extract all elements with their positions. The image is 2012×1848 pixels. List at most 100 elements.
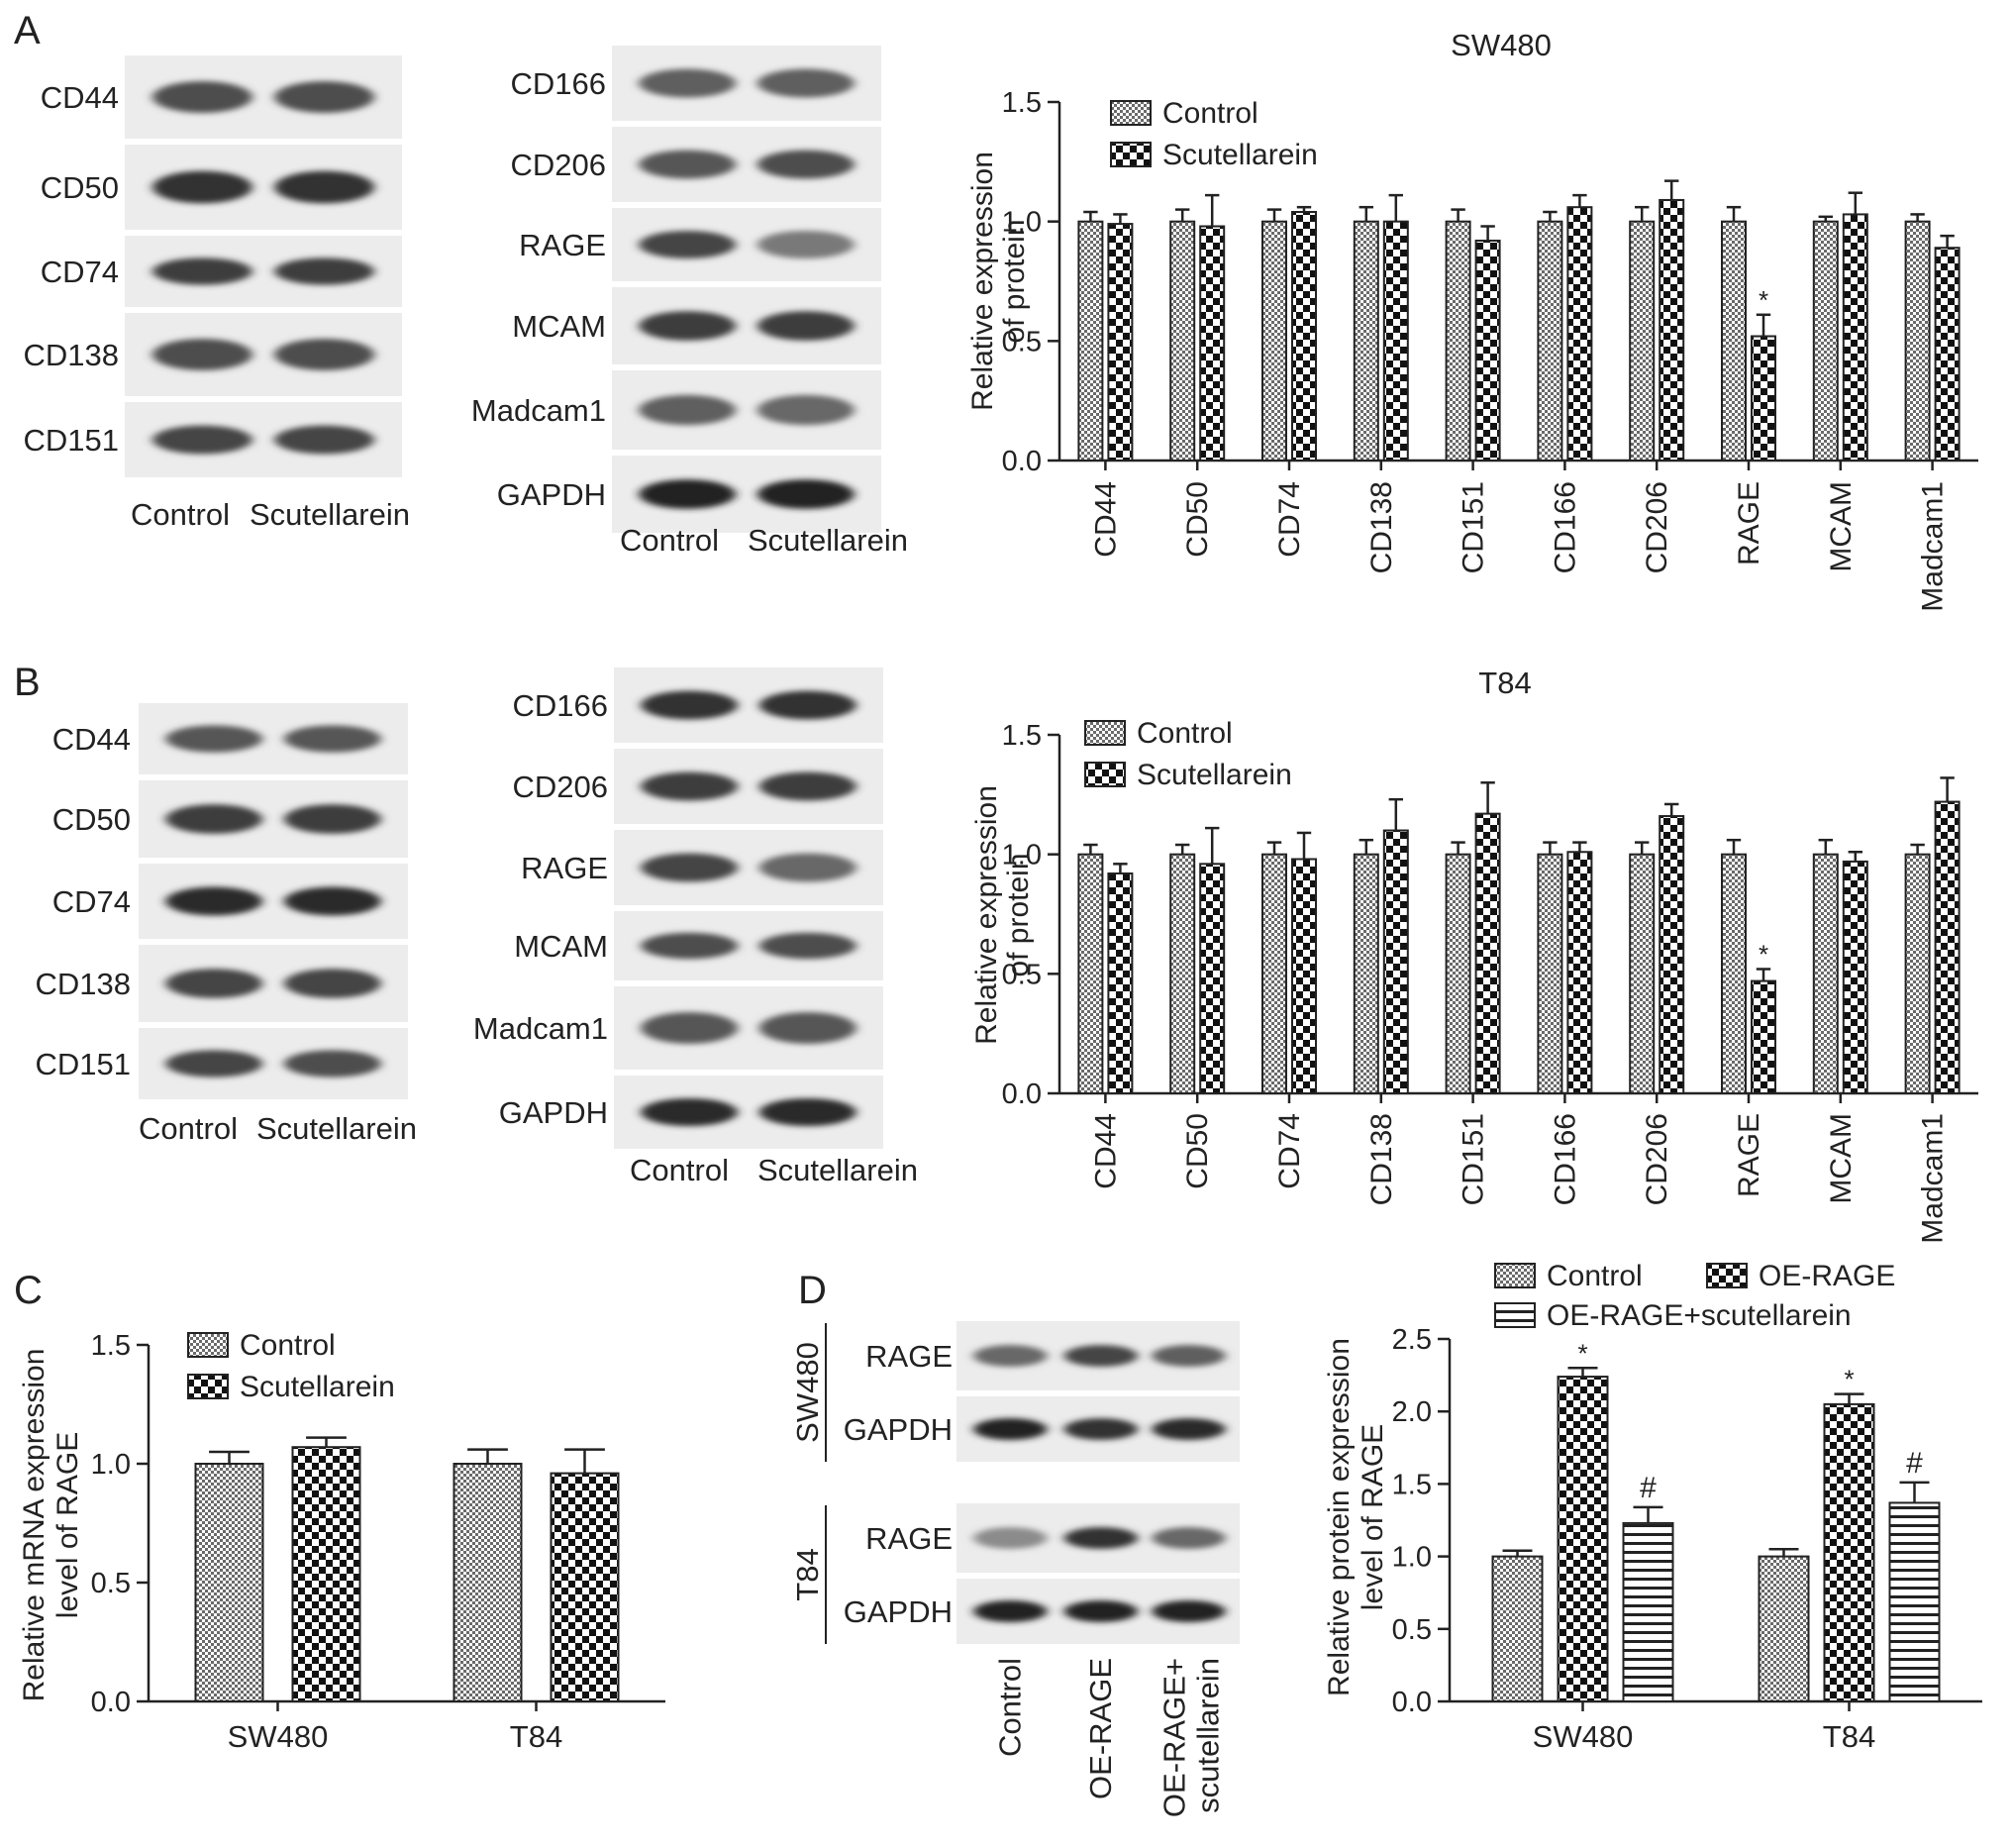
x-tick-label: CD74 xyxy=(1273,481,1306,558)
blot-band xyxy=(639,230,737,259)
blot-band xyxy=(639,311,737,341)
y-tick-label: 0.0 xyxy=(1392,1687,1432,1718)
y-axis-label: level of RAGE xyxy=(51,1432,84,1618)
blot-band xyxy=(973,1527,1048,1549)
blot-band xyxy=(165,886,263,916)
blot-band xyxy=(641,690,739,720)
panel-letter-c: C xyxy=(14,1269,43,1312)
blot-band xyxy=(973,1418,1048,1440)
blot-band-label: CD166 xyxy=(511,66,607,101)
legend-label: Scutellarein xyxy=(1137,759,1292,791)
bar xyxy=(1491,1555,1544,1702)
y-tick-label: 1.0 xyxy=(1002,840,1042,872)
bar xyxy=(1812,853,1839,1095)
bar xyxy=(1537,853,1563,1095)
blot-lane-label: Scutellarein xyxy=(748,523,908,558)
blot-band xyxy=(1063,1418,1139,1440)
panel-letter-a: A xyxy=(14,9,41,52)
bar xyxy=(1382,220,1409,462)
x-tick-label: RAGE xyxy=(1733,481,1765,565)
legend-swatch xyxy=(1706,1263,1748,1288)
y-axis-label: of protein xyxy=(998,219,1031,343)
bar xyxy=(1934,247,1961,462)
blot-band-label: RAGE xyxy=(521,851,608,885)
bar-chart-b: T84 0.0 0.5 1.0 1.5 Relative expression of pro… xyxy=(970,666,1978,1244)
blot-band xyxy=(274,170,374,204)
bar xyxy=(1758,1555,1810,1702)
blot-band xyxy=(1063,1600,1139,1622)
blot-band xyxy=(641,932,739,960)
bar xyxy=(1107,223,1134,462)
blot-band-label: GAPDH xyxy=(844,1594,953,1629)
bar xyxy=(1077,853,1104,1095)
blot-band-label: RAGE xyxy=(519,228,606,262)
legend-label: Control xyxy=(1162,97,1258,130)
blot-band-label: RAGE xyxy=(865,1521,953,1556)
blot-band xyxy=(639,394,737,426)
blot-group-label: SW480 xyxy=(790,1342,825,1443)
bar xyxy=(1169,220,1196,462)
bar xyxy=(1291,211,1317,462)
bar xyxy=(1888,1501,1941,1702)
blot-band xyxy=(756,150,855,179)
blot-band-label: RAGE xyxy=(865,1339,953,1374)
blot-band xyxy=(758,932,856,960)
y-tick-label: 0.5 xyxy=(1392,1614,1432,1646)
blot-band xyxy=(1152,1600,1226,1622)
y-axis-label: Relative expression xyxy=(970,785,1003,1045)
blot-band-label: CD74 xyxy=(52,884,131,919)
x-tick-label: T84 xyxy=(510,1719,562,1754)
blot-band xyxy=(756,394,855,426)
blot-band xyxy=(756,479,855,509)
x-tick-label: T84 xyxy=(1823,1719,1875,1754)
blot-band-label: CD151 xyxy=(24,423,120,458)
blot-band xyxy=(756,68,855,98)
blot-band xyxy=(274,257,374,285)
blot-band-label: CD206 xyxy=(513,770,609,804)
blot-band xyxy=(283,804,381,834)
bar xyxy=(1382,829,1409,1094)
blot-band xyxy=(165,969,263,998)
bar xyxy=(1842,860,1868,1095)
bar xyxy=(1107,872,1134,1094)
x-tick-label: CD151 xyxy=(1458,481,1490,573)
blot-band xyxy=(152,257,252,285)
blot-group: CD166 CD206 RAGE MCAM Madcam1 GAPDH Control Scu… xyxy=(473,667,918,1187)
bar xyxy=(1261,853,1287,1095)
bar xyxy=(1445,220,1471,462)
significance-mark: * xyxy=(1844,1365,1854,1394)
blot-band-label: CD44 xyxy=(52,722,131,757)
blot-band-label: Madcam1 xyxy=(471,393,606,428)
x-tick-label: CD50 xyxy=(1181,481,1214,558)
legend-swatch xyxy=(1110,100,1152,126)
y-tick-label: 0.5 xyxy=(1002,326,1042,358)
y-tick-label: 2.5 xyxy=(1392,1324,1432,1356)
bar xyxy=(1629,853,1656,1095)
bar xyxy=(1445,853,1471,1095)
legend-label: Control xyxy=(1137,717,1233,750)
blot-lane-label: Control xyxy=(992,1658,1027,1757)
blot-lane-label: Control xyxy=(630,1153,729,1187)
bar xyxy=(1474,239,1501,462)
bar xyxy=(1622,1521,1674,1702)
blot-lane-label: Control xyxy=(620,523,719,558)
x-tick-label: CD138 xyxy=(1365,1113,1398,1205)
chart-title: SW480 xyxy=(1451,28,1552,62)
blot-band xyxy=(283,725,381,753)
bar xyxy=(1566,851,1593,1095)
chart-title: T84 xyxy=(1478,666,1531,700)
bar xyxy=(550,1472,620,1702)
bar xyxy=(1659,198,1685,462)
legend-label: OE-RAGE xyxy=(1759,1260,1895,1292)
x-tick-label: MCAM xyxy=(1825,481,1858,572)
y-tick-label: 1.0 xyxy=(91,1449,131,1481)
blot-lane-label: Scutellarein xyxy=(256,1111,417,1146)
blot-band xyxy=(639,479,737,509)
blot-band xyxy=(152,339,252,370)
blot-lane-label: Scutellarein xyxy=(757,1153,918,1187)
blot-band xyxy=(152,170,252,204)
blot-band xyxy=(1152,1345,1226,1367)
blot-band-label: GAPDH xyxy=(844,1412,953,1447)
x-tick-label: CD44 xyxy=(1089,1113,1122,1189)
